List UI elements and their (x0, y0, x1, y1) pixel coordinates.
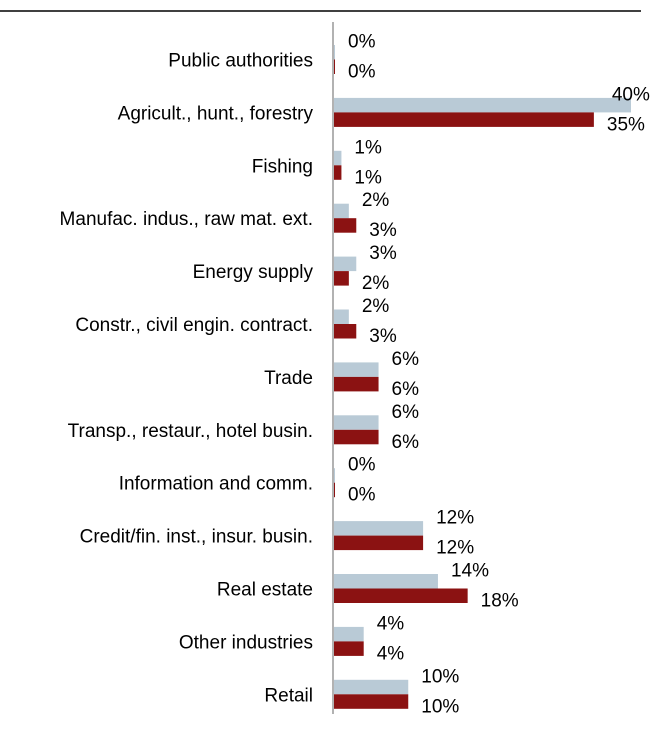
bar-series-1 (334, 45, 335, 60)
bar-series-1 (334, 150, 342, 166)
category-label: Real estate (217, 580, 313, 601)
data-label-series-1: 0% (348, 455, 376, 476)
bar-series-2 (334, 694, 409, 709)
bar-series-1 (334, 415, 379, 430)
bar-series-2 (334, 429, 379, 445)
bar-series-1 (334, 521, 424, 536)
bar-series-2 (334, 535, 424, 551)
bar-series-2 (334, 112, 594, 127)
data-label-series-2: 10% (421, 696, 459, 717)
bar-series-2 (334, 376, 379, 392)
bar-series-1 (334, 574, 438, 589)
bar-series-1 (334, 679, 409, 695)
data-label-series-2: 6% (392, 379, 420, 400)
data-label-series-2: 2% (362, 273, 390, 294)
category-label: Fishing (252, 156, 313, 177)
bar-series-1 (334, 203, 349, 219)
data-label-series-2: 18% (481, 591, 519, 612)
bar-series-2 (334, 59, 335, 74)
data-label-series-2: 12% (436, 538, 474, 559)
data-label-series-1: 1% (354, 137, 382, 158)
bar-series-2 (334, 271, 349, 286)
data-label-series-1: 2% (362, 190, 390, 211)
category-label: Credit/fin. inst., insur. busin. (80, 527, 313, 548)
data-label-series-2: 0% (348, 485, 376, 506)
data-label-series-2: 0% (348, 62, 376, 83)
data-label-series-2: 35% (607, 114, 645, 135)
category-label: Other industries (179, 632, 313, 653)
category-label: Manufac. indus., raw mat. ext. (60, 209, 313, 230)
chart-marks: Public authorities 0% 0% Agricult., hunt., … (60, 32, 650, 718)
bar-series-2 (334, 324, 357, 339)
data-label-series-1: 6% (392, 349, 420, 370)
data-label-series-1: 40% (612, 84, 650, 105)
bar-series-2 (334, 165, 342, 180)
category-label: Constr., civil engin. contract. (75, 315, 313, 336)
data-label-series-1: 10% (421, 666, 459, 687)
data-label-series-2: 4% (377, 643, 405, 664)
data-label-series-1: 4% (377, 613, 405, 634)
bar-series-1 (334, 626, 364, 642)
category-label: Public authorities (168, 51, 313, 72)
data-label-series-1: 6% (392, 402, 420, 423)
data-label-series-1: 3% (369, 243, 397, 264)
bar-series-1 (334, 309, 349, 324)
data-label-series-1: 0% (348, 32, 376, 53)
bar-series-2 (334, 482, 335, 498)
category-label: Transp., restaur., hotel busin. (68, 421, 313, 442)
bar-series-2 (334, 218, 357, 233)
bar-series-1 (334, 362, 379, 377)
bar-series-2 (334, 641, 364, 656)
category-label: Trade (264, 368, 313, 389)
data-label-series-2: 1% (354, 167, 382, 188)
bar-series-1 (334, 97, 631, 113)
category-label: Retail (264, 685, 313, 706)
category-label: Agricult., hunt., forestry (118, 103, 314, 124)
data-label-series-2: 6% (392, 432, 420, 453)
category-label: Energy supply (193, 262, 314, 283)
bar-series-2 (334, 588, 468, 603)
bar-series-1 (334, 256, 357, 272)
data-label-series-1: 2% (362, 296, 390, 317)
data-label-series-1: 14% (451, 561, 489, 582)
data-label-series-2: 3% (369, 220, 397, 241)
data-label-series-1: 12% (436, 508, 474, 529)
bar-series-1 (334, 468, 335, 483)
data-label-series-2: 3% (369, 326, 397, 347)
category-label: Information and comm. (119, 474, 313, 495)
